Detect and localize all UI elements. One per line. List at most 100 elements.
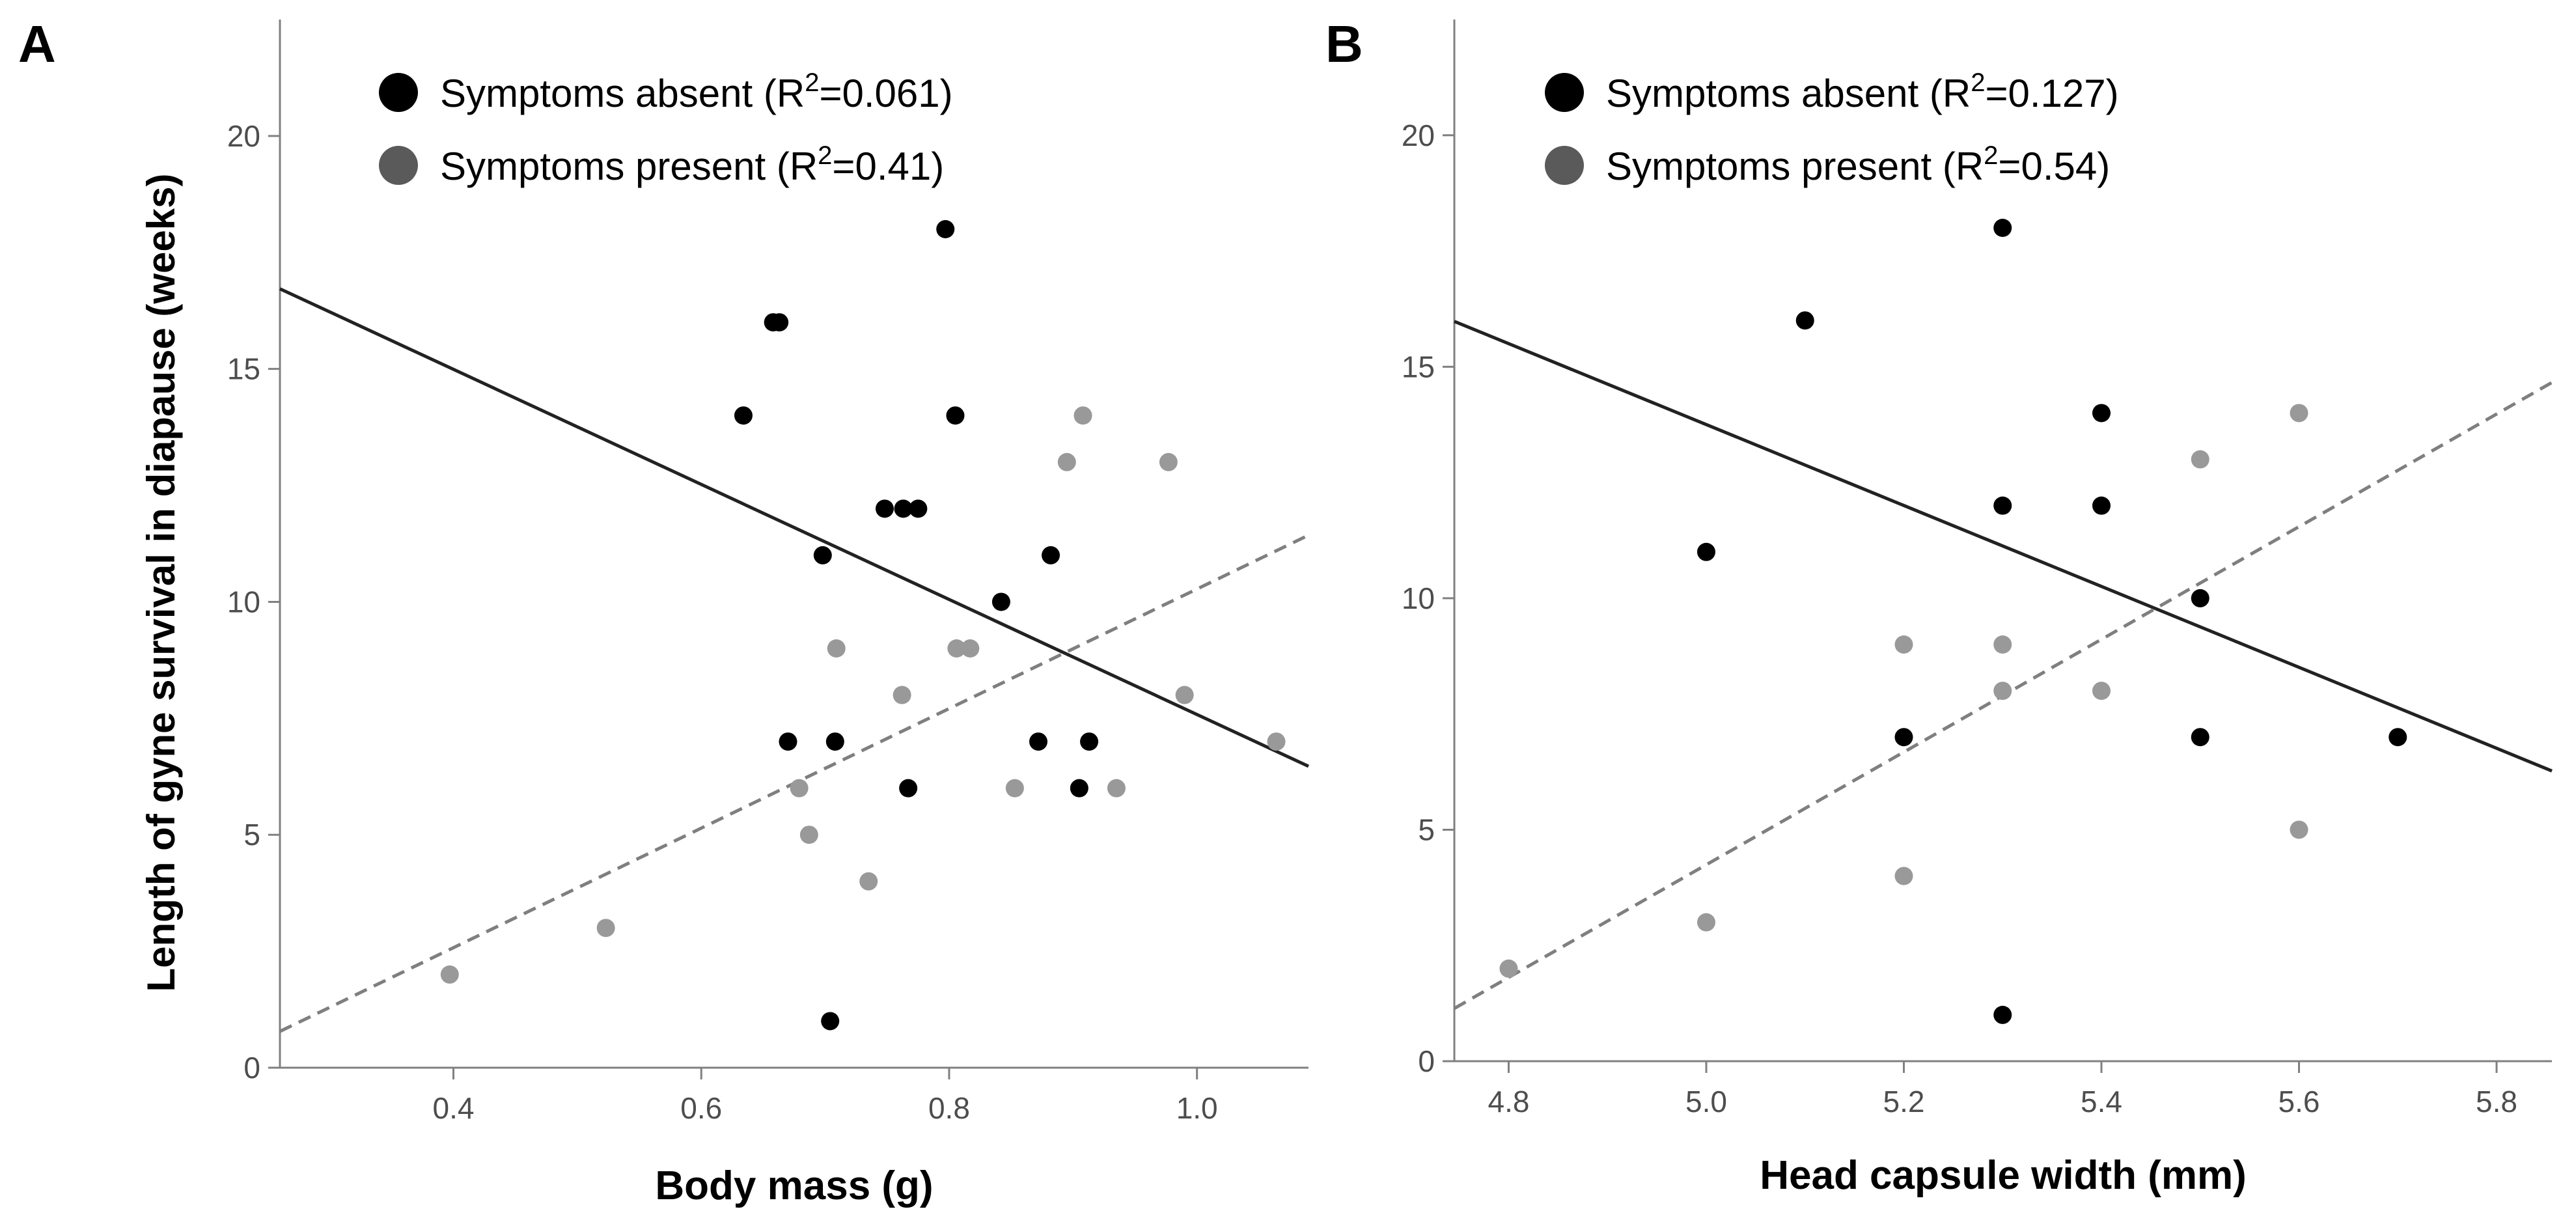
legend-superscript: 2 <box>1971 68 1985 97</box>
legend-marker-present <box>1545 146 1584 185</box>
legend-marker-absent <box>1545 73 1584 112</box>
data-point-present <box>1993 635 2012 654</box>
data-point-absent <box>1795 311 1814 330</box>
y-tick-label: 10 <box>227 585 260 618</box>
data-point-absent <box>2389 728 2407 747</box>
data-point-absent <box>899 779 918 798</box>
data-point-present <box>1267 732 1286 751</box>
data-point-present <box>1894 867 1913 885</box>
data-point-present <box>1993 682 2012 701</box>
y-axis-label: Length of gyne survival in diapause (wee… <box>139 174 183 992</box>
data-point-absent <box>779 732 797 751</box>
y-tick-label: 15 <box>1402 350 1435 383</box>
data-point-present <box>1057 452 1076 471</box>
x-tick-label: 0.4 <box>433 1091 475 1125</box>
data-point-absent <box>770 313 789 332</box>
data-point-absent <box>875 499 894 518</box>
data-point-present <box>1005 779 1024 798</box>
data-point-present <box>1175 686 1194 704</box>
data-point-absent <box>1894 728 1913 747</box>
data-point-absent <box>813 546 832 564</box>
legend-text: Symptoms present (R <box>440 145 818 188</box>
data-point-present <box>596 919 615 937</box>
legend-text-tail: =0.54) <box>1998 145 2110 188</box>
data-point-absent <box>894 499 913 518</box>
legend-marker-present <box>379 146 418 185</box>
x-tick-label: 5.6 <box>2278 1085 2320 1118</box>
data-point-absent <box>1993 1005 2012 1024</box>
data-point-absent <box>936 220 955 238</box>
y-tick-label: 20 <box>1402 118 1435 152</box>
data-point-absent <box>2092 404 2111 423</box>
data-point-present <box>827 639 846 658</box>
data-point-present <box>799 826 818 844</box>
fit-line-absent <box>279 287 1310 768</box>
x-tick-label: 5.4 <box>2081 1085 2122 1118</box>
x-tick-label: 5.2 <box>1883 1085 1925 1118</box>
data-point-absent <box>821 1012 840 1031</box>
y-tick-label: 5 <box>243 818 260 852</box>
data-point-absent <box>946 406 965 425</box>
data-point-present <box>1499 959 1518 978</box>
legend-label-present: Symptoms present (R2=0.41) <box>440 141 944 188</box>
legend-label-absent: Symptoms absent (R2=0.061) <box>440 68 953 115</box>
panel-letter: A <box>18 15 56 73</box>
panel-b: B 0 5 10 15 20 4.8 5.0 5.2 5.4 5.6 5.8 Head capsule … <box>1325 15 2553 1198</box>
legend-text: Symptoms present (R <box>1606 145 1984 188</box>
x-tick-label: 5.0 <box>1685 1085 1727 1118</box>
data-point-absent <box>1080 732 1099 751</box>
panel-letter: B <box>1325 15 1363 73</box>
x-tick-label: 0.6 <box>680 1091 722 1125</box>
data-point-present <box>2191 450 2209 469</box>
legend-text-tail: =0.127) <box>1985 72 2118 115</box>
data-point-present <box>961 639 980 658</box>
data-point-absent <box>1042 546 1060 564</box>
y-tick-label: 15 <box>227 352 260 386</box>
legend-superscript: 2 <box>818 141 832 170</box>
data-point-present <box>1159 452 1178 471</box>
data-point-absent <box>734 406 753 425</box>
x-tick-label: 0.8 <box>928 1091 970 1125</box>
y-tick-label: 20 <box>227 119 260 153</box>
data-point-present <box>947 639 966 658</box>
data-point-present <box>790 779 809 798</box>
data-point-present <box>1894 635 1913 654</box>
data-point-present <box>2290 820 2308 839</box>
fit-line-absent <box>1454 320 2553 773</box>
data-point-absent <box>2191 728 2209 747</box>
data-point-present <box>2092 682 2111 701</box>
data-point-present <box>440 965 459 984</box>
legend-marker-absent <box>379 73 418 112</box>
y-tick-label: 5 <box>1418 812 1435 846</box>
data-point-absent <box>2191 589 2209 607</box>
legend-label-present: Symptoms present (R2=0.54) <box>1606 141 2110 188</box>
data-point-absent <box>1029 732 1048 751</box>
data-point-absent <box>909 499 928 518</box>
data-point-absent <box>2092 496 2111 515</box>
y-tick-label: 0 <box>243 1051 260 1085</box>
data-point-absent <box>1070 779 1088 798</box>
data-point-present <box>859 872 878 891</box>
data-point-present <box>2290 404 2308 423</box>
x-axis-label: Head capsule width (mm) <box>1760 1153 2247 1198</box>
data-point-present <box>1697 913 1715 932</box>
legend-text-tail: =0.061) <box>819 72 952 115</box>
legend-text-tail: =0.41) <box>832 145 944 188</box>
data-point-present <box>1073 406 1092 425</box>
legend-text: Symptoms absent (R <box>440 72 805 115</box>
data-point-present <box>893 686 911 704</box>
data-point-absent <box>1993 219 2012 237</box>
panel-a: A 0 5 10 15 20 0.4 0.6 0.8 1.0 Body mass (g) Length… <box>18 15 1310 1208</box>
y-tick-label: 0 <box>1418 1044 1435 1078</box>
data-point-absent <box>825 732 844 751</box>
legend-label-absent: Symptoms absent (R2=0.127) <box>1606 68 2119 115</box>
legend-superscript: 2 <box>1984 141 1998 170</box>
x-tick-label: 1.0 <box>1176 1091 1218 1125</box>
data-point-absent <box>991 592 1010 611</box>
legend-superscript: 2 <box>805 68 819 97</box>
y-tick-label: 10 <box>1402 581 1435 615</box>
x-tick-label: 4.8 <box>1488 1085 1529 1118</box>
legend-text: Symptoms absent (R <box>1606 72 1971 115</box>
x-axis-label: Body mass (g) <box>655 1163 933 1208</box>
